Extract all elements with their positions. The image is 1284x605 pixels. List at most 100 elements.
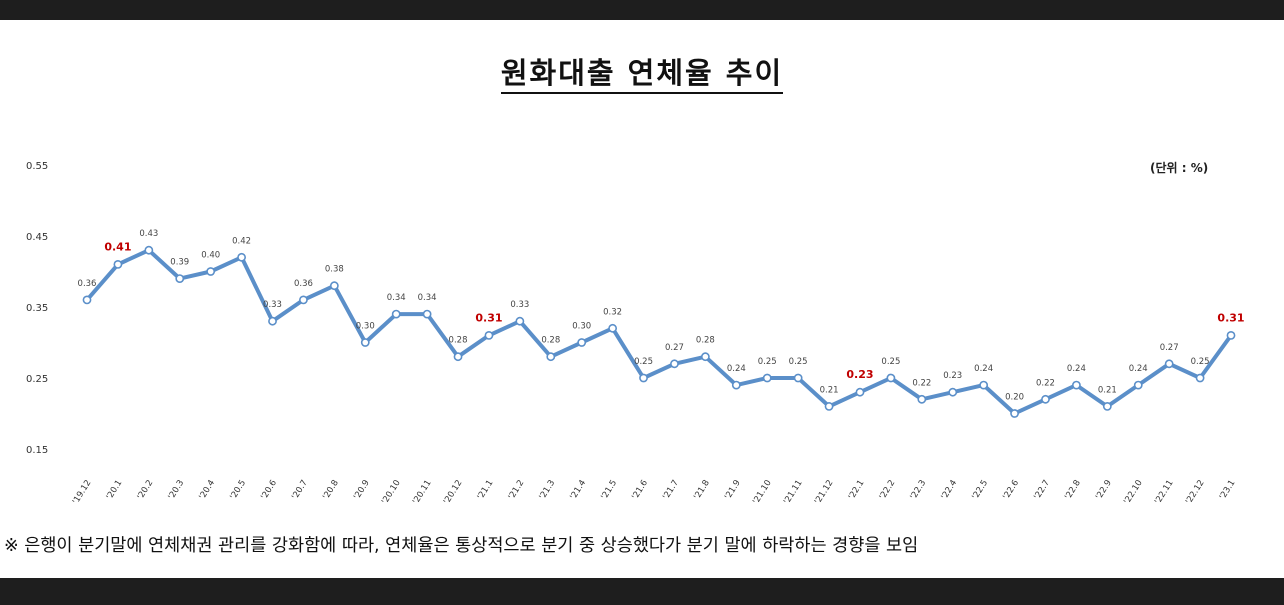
x-tick-label: '21.7 (661, 478, 681, 501)
x-tick-label: '22.5 (970, 478, 990, 501)
y-tick-label: 0.35 (26, 303, 48, 314)
data-point (670, 359, 679, 369)
data-label: 0.40 (201, 251, 220, 261)
data-label: 0.27 (665, 343, 684, 353)
x-tick-label: '21.2 (507, 478, 527, 501)
data-label: 0.28 (696, 336, 715, 346)
data-point (731, 380, 741, 390)
data-label: 0.39 (170, 258, 189, 268)
data-label: 0.30 (572, 322, 591, 332)
data-point (608, 323, 618, 333)
x-tick-label: '22.2 (878, 478, 898, 501)
data-point (855, 387, 865, 397)
data-point (762, 373, 772, 383)
x-tick-label: '21.3 (538, 478, 558, 501)
data-label: 0.22 (1036, 378, 1055, 388)
x-tick-label: '22.1 (847, 478, 867, 501)
data-point (453, 352, 463, 362)
data-label: 0.23 (943, 371, 962, 381)
data-point (360, 338, 370, 347)
data-label: 0.31 (1217, 311, 1244, 324)
data-point (1195, 373, 1205, 383)
data-point (144, 245, 154, 255)
data-label: 0.25 (881, 357, 900, 367)
chart-page: 원화대출 연체율 추이 (단위 : %) 0.55 0.45 0.35 0.25 0.1… (0, 20, 1284, 578)
data-point (1226, 330, 1236, 340)
data-point (1041, 394, 1050, 404)
data-point (793, 373, 803, 383)
x-tick-label: '20.11 (411, 478, 434, 506)
data-point (886, 373, 896, 383)
data-point (422, 309, 432, 319)
y-tick-label: 0.45 (26, 232, 48, 243)
x-tick-label: '21.1 (476, 478, 496, 501)
x-tick-label: '21.4 (568, 478, 588, 501)
footnote: ※ 은행이 분기말에 연체채권 관리를 강화함에 따라, 연체율은 통상적으로 … (4, 536, 919, 556)
data-label: 0.23 (846, 368, 873, 381)
data-label: 0.38 (325, 265, 344, 275)
data-label: 0.20 (1005, 393, 1024, 403)
x-tick-label: '22.10 (1122, 478, 1145, 506)
x-tick-label: '20.6 (259, 478, 279, 501)
chart-title: 원화대출 연체율 추이 (0, 50, 1284, 94)
data-point (299, 295, 308, 305)
data-label: 0.25 (789, 357, 808, 367)
x-tick-label: '21.11 (782, 478, 805, 506)
x-tick-label: '20.4 (197, 478, 217, 501)
x-tick-label: '21.8 (692, 478, 712, 501)
data-point (237, 252, 246, 262)
x-tick-label: '19.12 (71, 478, 94, 506)
data-label: 0.28 (449, 336, 468, 346)
data-point (329, 281, 339, 291)
data-label: 0.36 (294, 279, 313, 289)
x-tick-label: '22.3 (909, 478, 929, 501)
data-point (1164, 359, 1174, 369)
data-point (639, 373, 648, 383)
data-label: 0.24 (727, 364, 746, 374)
x-tick-label: '20.9 (352, 478, 372, 501)
x-tick-label: '20.5 (228, 478, 248, 501)
x-tick-label: '20.12 (442, 478, 465, 506)
line-chart: 0.55 0.45 0.35 0.25 0.15 0.36 0.41 0.43 0.39 0.40… (26, 161, 1245, 506)
data-point (1102, 401, 1112, 411)
data-label: 0.34 (387, 293, 406, 303)
data-point (82, 295, 92, 305)
data-label: 0.27 (1160, 343, 1179, 353)
data-point (391, 309, 401, 319)
data-point (546, 352, 556, 362)
data-label: 0.21 (820, 385, 839, 395)
x-tick-label: '20.8 (321, 478, 341, 501)
data-label: 0.43 (139, 229, 158, 239)
y-tick-label: 0.15 (26, 445, 48, 456)
unit-label: (단위 : %) (1150, 161, 1209, 175)
data-point (577, 338, 587, 347)
x-tick-label: '20.7 (290, 478, 310, 501)
x-tick-label: '22.8 (1063, 478, 1083, 501)
data-label: 0.34 (418, 293, 437, 303)
data-label: 0.21 (1098, 385, 1117, 395)
data-label: 0.30 (356, 322, 375, 332)
x-tick-label: '22.11 (1153, 478, 1176, 506)
x-tick-label: '20.1 (105, 478, 125, 501)
y-tick-label: 0.25 (26, 374, 48, 385)
data-label: 0.25 (1191, 357, 1210, 367)
x-tick-label: '22.9 (1094, 478, 1114, 501)
data-point (1072, 380, 1081, 390)
x-tick-label: '21.12 (813, 478, 836, 506)
data-point (1133, 380, 1143, 390)
data-label: 0.24 (974, 364, 993, 374)
x-tick-label: '20.2 (136, 478, 156, 501)
x-tick-label: '22.7 (1032, 478, 1052, 501)
data-point (175, 274, 185, 283)
data-label: 0.25 (634, 357, 653, 367)
x-tick-label: '23.1 (1218, 478, 1238, 501)
data-label: 0.31 (475, 311, 502, 324)
data-point (824, 401, 834, 411)
x-tick-label: '21.6 (630, 478, 650, 501)
x-tick-label: '20.3 (167, 478, 187, 501)
data-point (515, 316, 525, 326)
data-label: 0.41 (104, 240, 131, 253)
data-point (206, 267, 216, 276)
x-tick-label: '21.9 (723, 478, 743, 501)
data-point (948, 387, 958, 397)
